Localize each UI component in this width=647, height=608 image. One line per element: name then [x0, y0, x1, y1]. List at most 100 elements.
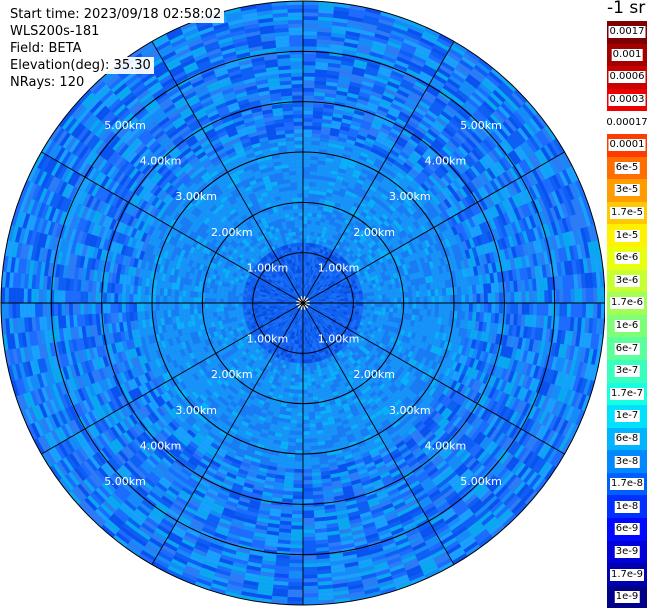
ppi-cell [239, 306, 243, 310]
ppi-cell [216, 307, 220, 312]
ppi-cell [356, 297, 360, 300]
ppi-cell [442, 310, 446, 318]
ppi-cell [397, 293, 401, 298]
ppi-cell [378, 299, 382, 303]
ppi-cell [311, 374, 315, 378]
ppi-cell [239, 296, 243, 300]
ppi-cell [293, 205, 298, 209]
ppi-cell [289, 389, 294, 393]
ppi-cell [190, 285, 195, 291]
ppi-cell [235, 306, 239, 310]
ppi-cell [303, 401, 308, 405]
ppi-cell [175, 296, 179, 303]
ppi-cell [303, 197, 309, 201]
ppi-cell [397, 308, 401, 313]
ppi-cell [303, 156, 311, 160]
ppi-cell [286, 194, 292, 198]
ppi-cell [310, 370, 314, 374]
ppi-cell [291, 186, 297, 190]
ppi-cell [295, 160, 303, 164]
ppi-cell [303, 458, 311, 462]
ppi-cell [160, 310, 164, 318]
ppi-cell [224, 311, 228, 316]
ppi-cell [217, 289, 221, 294]
ppi-cell [290, 182, 297, 186]
ppi-cell [377, 315, 381, 320]
ppi-cell [363, 306, 367, 310]
ppi-cell [295, 224, 299, 228]
ppi-cell [296, 367, 300, 371]
ppi-cell [182, 297, 186, 303]
ppi-cell [306, 359, 309, 363]
ppi-cell [307, 231, 311, 235]
ppi-cell [438, 310, 442, 317]
ppi-cell [243, 306, 247, 309]
ppi-cell [375, 303, 379, 307]
ppi-cell [401, 303, 405, 308]
ppi-cell [298, 397, 303, 401]
ppi-cell [160, 288, 164, 296]
ppi-cell [171, 296, 175, 303]
ppi-cell [286, 457, 294, 461]
ppi-cell [310, 438, 317, 442]
ppi-cell [396, 313, 400, 318]
ppi-cell [378, 307, 382, 311]
ppi-cell [285, 190, 291, 195]
ppi-cell [288, 392, 293, 396]
ppi-cell [309, 363, 313, 367]
ppi-cell [309, 239, 313, 243]
ppi-cell [243, 303, 247, 306]
ppi-cell [303, 235, 307, 239]
ppi-cell [291, 228, 295, 232]
ppi-cell [288, 396, 293, 400]
ppi-cell [198, 314, 202, 320]
ppi-cell [286, 407, 292, 411]
ppi-cell [306, 239, 310, 243]
ppi-cell [243, 300, 247, 303]
ppi-cell [355, 294, 359, 297]
ppi-cell [194, 303, 198, 309]
ppi-cell [156, 303, 160, 311]
ppi-cell [258, 305, 262, 308]
ppi-cell [291, 374, 295, 378]
ppi-cell [303, 412, 309, 416]
ppi-cell [386, 294, 390, 299]
ppi-cell [315, 187, 321, 192]
ppi-cell [228, 299, 232, 303]
ppi-cell [312, 217, 317, 221]
ppi-cell [427, 290, 431, 297]
ppi-cell [310, 427, 317, 431]
ppi-cell [297, 356, 300, 360]
ppi-cell [309, 419, 316, 423]
ppi-cell [310, 175, 317, 179]
ppi-cell [303, 194, 309, 198]
ppi-cell [298, 390, 303, 394]
ppi-cell [209, 298, 213, 303]
ppi-cell [239, 309, 243, 313]
ppi-cell [205, 288, 209, 293]
ppi-cell [314, 190, 320, 195]
ppi-cell [303, 416, 309, 420]
ppi-cell [291, 412, 297, 416]
ppi-cell [299, 371, 303, 375]
ppi-cell [404, 308, 408, 314]
ppi-cell [295, 446, 303, 450]
ppi-cell [209, 312, 213, 317]
ppi-cell [296, 427, 303, 431]
ppi-cell [298, 348, 301, 352]
ppi-cell [297, 246, 300, 250]
ppi-cell [390, 298, 394, 303]
ppi-cell [458, 295, 462, 303]
ppi-cell [286, 404, 292, 408]
ppi-cell [209, 293, 213, 298]
ppi-cell [209, 303, 213, 308]
ppi-cell [194, 309, 198, 315]
ppi-cell [363, 293, 367, 297]
ppi-cell [291, 416, 297, 420]
ppi-cell [197, 308, 201, 314]
ppi-cell [160, 295, 164, 303]
ppi-cell [232, 310, 236, 314]
ppi-cell [310, 171, 317, 175]
ppi-cell [201, 298, 205, 303]
ppi-cell [294, 243, 298, 247]
